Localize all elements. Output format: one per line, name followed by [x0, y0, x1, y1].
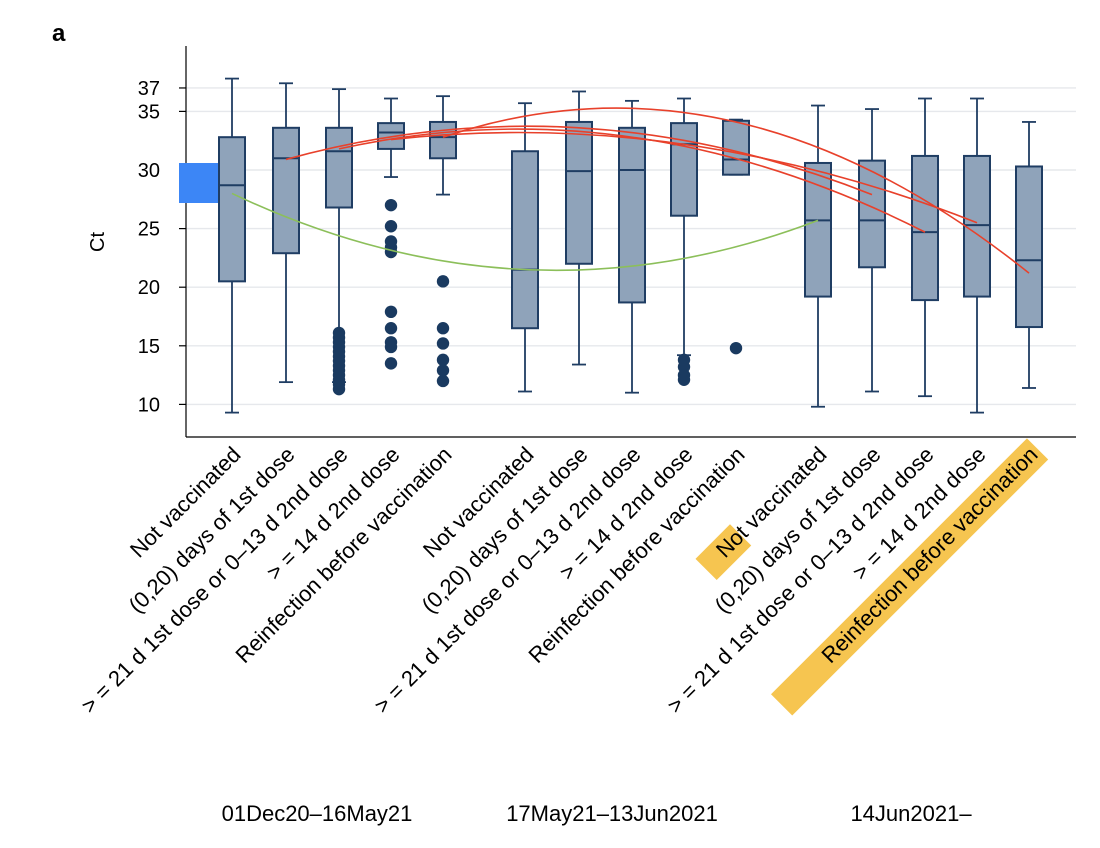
box-3-4 — [963, 97, 991, 414]
trend-line-red — [390, 131, 978, 224]
label-highlight — [695, 524, 752, 581]
y-tick-label: 20 — [138, 277, 160, 299]
outlier-point — [384, 220, 398, 233]
outlier-point — [436, 337, 450, 350]
panel-label: a — [52, 20, 66, 47]
box-1-5 — [429, 95, 457, 388]
box-1-2 — [272, 82, 300, 384]
box-3-2 — [858, 108, 886, 393]
outlier-point — [677, 373, 691, 386]
label-highlight — [771, 438, 1049, 716]
y-tick-label: 15 — [138, 336, 160, 358]
outlier-point — [384, 305, 398, 319]
box-iqr — [722, 119, 750, 176]
outlier-point — [384, 198, 398, 212]
trend-line-red — [442, 107, 1030, 274]
period-label: 01Dec20–16May21 — [222, 801, 413, 826]
box-iqr — [618, 126, 646, 304]
box-2-1 — [511, 102, 539, 393]
box-iqr — [325, 126, 353, 209]
box-2-4 — [670, 97, 698, 386]
outlier-point — [436, 322, 450, 335]
box-iqr — [218, 136, 246, 283]
box-iqr — [429, 120, 457, 160]
y-axis-title: Ct — [87, 232, 109, 252]
box-3-5 — [1015, 121, 1043, 389]
box-iqr — [804, 161, 832, 298]
y-tick-label: 30 — [138, 160, 160, 182]
box-1-3 — [325, 88, 353, 396]
blue-marker-square — [179, 163, 221, 203]
box-iqr — [511, 150, 539, 330]
outlier-point — [384, 322, 398, 335]
box-iqr — [565, 120, 593, 265]
trend-lines — [231, 107, 1030, 274]
y-tick-label: 10 — [138, 394, 160, 416]
box-iqr — [858, 159, 886, 269]
box-1-1 — [218, 77, 246, 414]
period-labels: 01Dec20–16May21 17May21–13Jun2021 14Jun202… — [222, 801, 973, 826]
box-iqr — [1015, 165, 1043, 329]
y-tick-label: 35 — [138, 101, 160, 123]
box-iqr — [963, 154, 991, 298]
period-label: 14Jun2021– — [850, 801, 972, 826]
trend-line-red — [285, 125, 873, 196]
trend-line-green — [231, 192, 819, 272]
box-3-3 — [911, 97, 939, 398]
outlier-point — [729, 341, 743, 355]
outlier-point — [436, 364, 450, 377]
box-iqr — [670, 122, 698, 217]
outlier-point — [384, 357, 398, 370]
outlier-point — [436, 275, 450, 288]
outlier-point — [332, 382, 346, 396]
outlier-point — [436, 353, 450, 367]
y-tick-label: 25 — [138, 219, 160, 241]
period-label: 17May21–13Jun2021 — [506, 801, 718, 826]
y-tick-label: 37 — [138, 78, 160, 100]
outlier-point — [384, 340, 398, 354]
box-series — [218, 77, 1043, 414]
box-iqr — [272, 126, 300, 255]
box-2-2 — [565, 90, 593, 366]
outlier-point — [436, 374, 450, 388]
box-2-3 — [618, 99, 646, 394]
category-labels: Not vaccinated(0,20) days of 1st dose> =… — [76, 438, 1049, 718]
